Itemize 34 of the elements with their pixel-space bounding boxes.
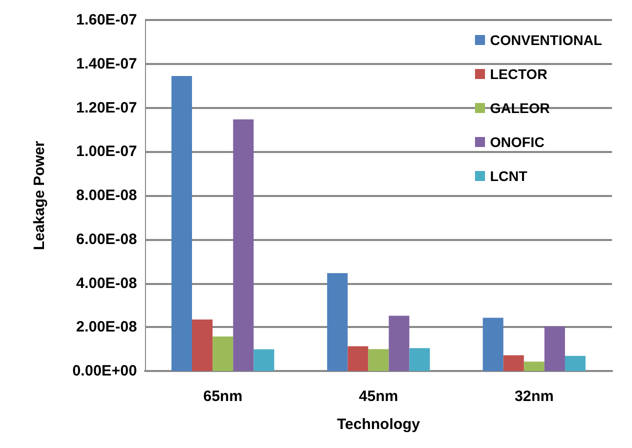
y-tick-label: 1.20E-07 xyxy=(76,99,137,116)
bar xyxy=(254,349,274,371)
y-tick-label: 2.00E-08 xyxy=(76,318,137,336)
x-tick-label: 32nm xyxy=(514,388,554,405)
y-tick-label: 8.00E-08 xyxy=(76,187,137,204)
bar xyxy=(233,119,254,371)
y-tick-label: 1.60E-07 xyxy=(76,12,137,28)
y-tick-label: 1.00E-07 xyxy=(76,143,137,160)
legend-label: LECTOR xyxy=(490,66,548,82)
y-tick-label: 1.40E-07 xyxy=(76,55,137,72)
bar xyxy=(564,356,586,371)
bar xyxy=(212,336,234,371)
bar xyxy=(544,326,565,371)
bar xyxy=(388,316,410,371)
bar xyxy=(503,355,524,371)
bar xyxy=(524,362,544,371)
bar xyxy=(348,346,368,371)
bar xyxy=(171,76,192,371)
x-tick-label: 45nm xyxy=(358,388,398,405)
x-axis-title: Technology xyxy=(336,416,421,433)
y-tick-label: 0.00E+00 xyxy=(72,362,137,380)
bar xyxy=(482,318,504,371)
bar xyxy=(192,319,213,371)
legend-label: LCNT xyxy=(490,168,528,184)
bar xyxy=(409,348,430,371)
bar xyxy=(368,349,389,371)
x-tick-label: 65nm xyxy=(203,388,242,405)
y-tick-label: 6.00E-08 xyxy=(76,230,137,248)
y-tick-label: 4.00E-08 xyxy=(76,274,137,292)
y-axis-title: Leakage Power xyxy=(31,140,48,250)
legend-label: ONOFIC xyxy=(490,134,544,150)
bar xyxy=(327,273,348,371)
legend-label: CONVENTIONAL xyxy=(490,32,602,48)
legend-label: GALEOR xyxy=(490,100,550,116)
